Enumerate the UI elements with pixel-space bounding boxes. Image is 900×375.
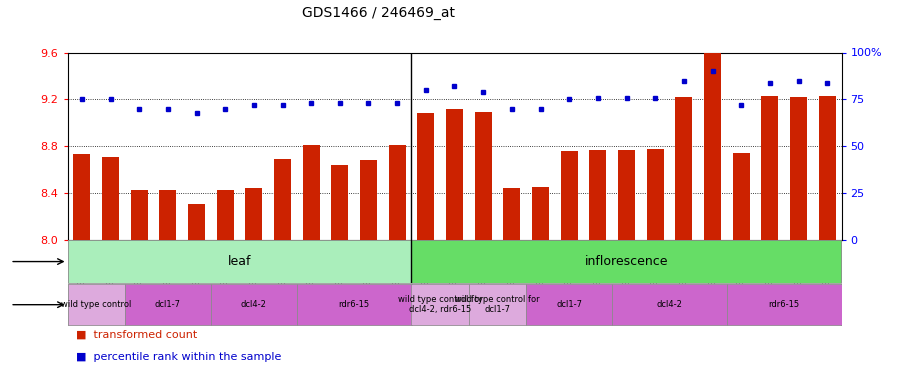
Bar (360, 160, 377, 240)
Text: dcl1-7: dcl1-7 (556, 300, 582, 309)
Text: dcl4-2: dcl4-2 (657, 300, 682, 309)
Bar (411, 240, 842, 283)
Text: rdr6-15: rdr6-15 (338, 300, 370, 309)
Bar (68, 284, 125, 326)
Bar (590, 150, 607, 240)
Bar (102, 157, 119, 240)
Text: wild type control: wild type control (61, 300, 131, 309)
Bar (446, 109, 464, 240)
Bar (159, 190, 176, 240)
Text: dcl4-2: dcl4-2 (241, 300, 266, 309)
Bar (211, 284, 297, 326)
Bar (532, 187, 549, 240)
Bar (73, 154, 90, 240)
Bar (790, 97, 807, 240)
Text: dcl1-7: dcl1-7 (155, 300, 181, 309)
Text: leaf: leaf (228, 255, 251, 268)
Bar (68, 240, 411, 283)
Bar (389, 145, 406, 240)
Text: GDS1466 / 246469_at: GDS1466 / 246469_at (302, 6, 454, 20)
Text: inflorescence: inflorescence (585, 255, 668, 268)
Bar (675, 97, 692, 240)
Bar (704, 53, 721, 240)
Text: ■  percentile rank within the sample: ■ percentile rank within the sample (76, 352, 282, 363)
Bar (503, 189, 520, 240)
Bar (561, 151, 578, 240)
Bar (469, 284, 526, 326)
Bar (411, 284, 469, 326)
Text: rdr6-15: rdr6-15 (769, 300, 800, 309)
Bar (612, 284, 727, 326)
Text: ■  transformed count: ■ transformed count (76, 330, 198, 340)
Bar (274, 159, 291, 240)
Bar (125, 284, 211, 326)
Text: wild type control for
dcl4-2, rdr6-15: wild type control for dcl4-2, rdr6-15 (398, 295, 482, 314)
Bar (474, 112, 491, 240)
Bar (297, 284, 411, 326)
Bar (302, 145, 320, 240)
Bar (217, 190, 234, 240)
Bar (733, 153, 750, 240)
Bar (819, 96, 836, 240)
Bar (188, 204, 205, 240)
Bar (418, 113, 435, 240)
Bar (526, 284, 612, 326)
Bar (130, 190, 148, 240)
Bar (331, 165, 348, 240)
Bar (761, 96, 778, 240)
Bar (646, 148, 664, 240)
Bar (618, 150, 635, 240)
Bar (245, 189, 263, 240)
Bar (727, 284, 842, 326)
Text: wild type control for
dcl1-7: wild type control for dcl1-7 (455, 295, 540, 314)
